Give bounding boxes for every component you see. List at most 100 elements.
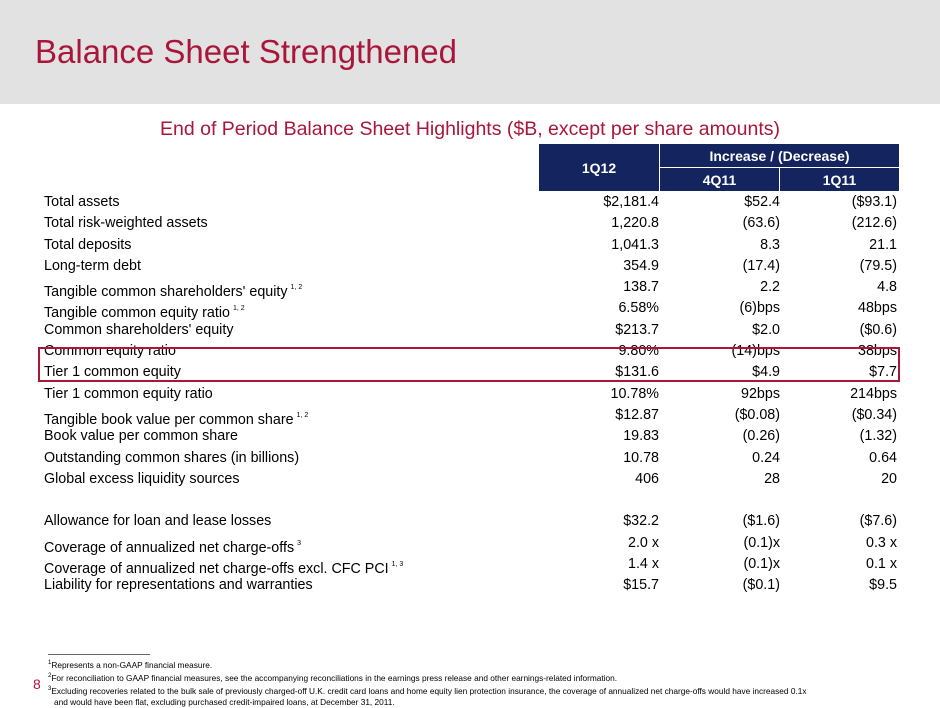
- row-label: Outstanding common shares (in billions): [44, 449, 300, 466]
- table-row: Allowance for loan and lease losses $32.2…: [0, 511, 940, 532]
- footnote-number: 1: [48, 660, 52, 666]
- row-label: Tangible common equity ratio 1, 2: [44, 305, 245, 322]
- table-row: Book value per common share 19.83 (0.26) (1…: [0, 426, 940, 447]
- row-label: Tangible common shareholders' equity 1, 2: [44, 284, 303, 301]
- row-label: Tangible book value per common share 1, 2: [44, 411, 309, 428]
- footnote: 2For reconciliation to GAAP financial me…: [48, 671, 908, 684]
- change-1q11: 21.1: [869, 236, 897, 253]
- change-1q11: $7.7: [869, 364, 897, 381]
- footnote-text: For reconciliation to GAAP financial mea…: [51, 673, 618, 683]
- change-4q11: $4.9: [752, 364, 780, 381]
- footnote-ref: 1, 2: [296, 411, 309, 419]
- change-1q11: 4.8: [877, 279, 897, 296]
- value-1q12: $12.87: [615, 406, 659, 423]
- row-label: Long-term debt: [44, 257, 141, 274]
- value-1q12: 19.83: [623, 428, 659, 445]
- table-row: Common shareholders' equity $213.7 $2.0 ($0…: [0, 320, 940, 341]
- header-divider: [779, 168, 780, 191]
- table-row: Tangible book value per common share 1, 2…: [0, 405, 940, 428]
- row-label: Liability for representations and warran…: [44, 577, 313, 594]
- change-4q11: (6)bps: [739, 300, 780, 317]
- title-band: [0, 0, 940, 104]
- value-1q12: $15.7: [623, 577, 659, 594]
- change-1q11: (212.6): [851, 215, 897, 232]
- table-row: Tangible common equity ratio 1, 2 6.58% (6)…: [0, 298, 940, 321]
- change-1q11: 214bps: [850, 385, 897, 402]
- footnote-number: 2: [48, 673, 52, 679]
- value-1q12: $213.7: [615, 321, 659, 338]
- change-4q11: (63.6): [742, 215, 780, 232]
- table-row: Outstanding common shares (in billions) 1…: [0, 448, 940, 469]
- value-1q12: 1,041.3: [611, 236, 659, 253]
- change-4q11: 8.3: [760, 236, 780, 253]
- header-divider: [659, 144, 660, 191]
- footnote: and would have been flat, excluding purc…: [48, 697, 908, 708]
- table-row: Liability for representations and warran…: [0, 575, 940, 596]
- value-1q12: 2.0 x: [628, 534, 659, 551]
- row-label: Common shareholders' equity: [44, 321, 234, 338]
- value-1q12: $2,181.4: [603, 194, 659, 210]
- footnote-text: Represents a non-GAAP financial measure.: [51, 660, 213, 670]
- row-label: Book value per common share: [44, 428, 238, 445]
- change-1q11: ($0.6): [859, 321, 897, 338]
- header-divider: [660, 167, 899, 168]
- change-4q11: 0.24: [752, 449, 780, 466]
- table-row: Global excess liquidity sources 406 28 20: [0, 469, 940, 490]
- tier1-highlight-box: [38, 347, 900, 382]
- value-1q12: 406: [635, 470, 659, 487]
- slide-title: Balance Sheet Strengthened: [35, 33, 457, 70]
- change-4q11: 2.2: [760, 279, 780, 296]
- row-label: Global excess liquidity sources: [44, 470, 240, 487]
- row-label: Tier 1 common equity ratio: [44, 385, 213, 402]
- change-4q11: $2.0: [752, 321, 780, 338]
- change-4q11: ($0.1): [742, 577, 780, 594]
- change-4q11: (17.4): [742, 257, 780, 274]
- change-4q11: (0.26): [742, 428, 780, 445]
- footnote: 3Excluding recoveries related to the bul…: [48, 684, 908, 697]
- page-number: 8: [33, 676, 41, 692]
- footnote-ref: 1, 3: [391, 561, 404, 569]
- change-1q11: 48bps: [858, 300, 897, 317]
- header-4q11: 4Q11: [660, 168, 779, 191]
- table-row: Total deposits 1,041.3 8.3 21.1: [0, 235, 940, 256]
- change-4q11: 92bps: [741, 385, 780, 402]
- balance-sheet-table: Total assets $2,181.4 $52.4 ($93.1) Total ri…: [0, 192, 940, 597]
- row-label: Coverage of annualized net charge-offs 3: [44, 539, 302, 556]
- row-label: Tier 1 common equity: [44, 364, 181, 381]
- header-1q12: 1Q12: [539, 144, 659, 191]
- change-1q11: 0.1 x: [866, 556, 897, 573]
- table-row: Long-term debt 354.9 (17.4) (79.5): [0, 256, 940, 277]
- table-row: Coverage of annualized net charge-offs 3 2…: [0, 533, 940, 556]
- value-1q12: 10.78: [623, 449, 659, 466]
- value-1q12: 1.4 x: [628, 556, 659, 573]
- change-1q11: (1.32): [859, 428, 897, 445]
- row-label: Coverage of annualized net charge-offs e…: [44, 561, 404, 578]
- row-spacer: [0, 490, 940, 511]
- value-1q12: 354.9: [623, 257, 659, 274]
- footnote-ref: 1, 2: [232, 305, 245, 313]
- value-1q12: 10.78%: [610, 385, 660, 402]
- footnote-number: 3: [48, 686, 52, 692]
- change-1q11: ($0.34): [851, 406, 897, 423]
- change-4q11: (0.1)x: [743, 556, 780, 573]
- table-row: Tier 1 common equity ratio 10.78% 92bps 214…: [0, 384, 940, 405]
- table-row: Coverage of annualized net charge-offs e…: [0, 554, 940, 577]
- change-1q11: ($93.1): [851, 194, 897, 210]
- change-1q11: 0.64: [869, 449, 897, 466]
- value-1q12: 6.58%: [618, 300, 659, 317]
- value-1q12: $32.2: [623, 513, 659, 530]
- value-1q12: 1,220.8: [611, 215, 659, 232]
- header-increase-decrease: Increase / (Decrease): [660, 144, 899, 167]
- row-label: Total assets: [44, 194, 120, 210]
- table-row: Total risk-weighted assets 1,220.8 (63.6) (…: [0, 213, 940, 234]
- footnote-ref: 3: [297, 539, 302, 547]
- change-1q11: 20: [881, 470, 897, 487]
- footnote-ref: 1, 2: [290, 284, 303, 292]
- change-4q11: (0.1)x: [743, 534, 780, 551]
- row-label: Total deposits: [44, 236, 132, 253]
- change-4q11: ($1.6): [742, 513, 780, 530]
- change-4q11: $52.4: [744, 194, 780, 210]
- change-4q11: ($0.08): [734, 406, 780, 423]
- table-subtitle: End of Period Balance Sheet Highlights (…: [159, 118, 781, 140]
- footnote: 1Represents a non-GAAP financial measure…: [48, 658, 908, 671]
